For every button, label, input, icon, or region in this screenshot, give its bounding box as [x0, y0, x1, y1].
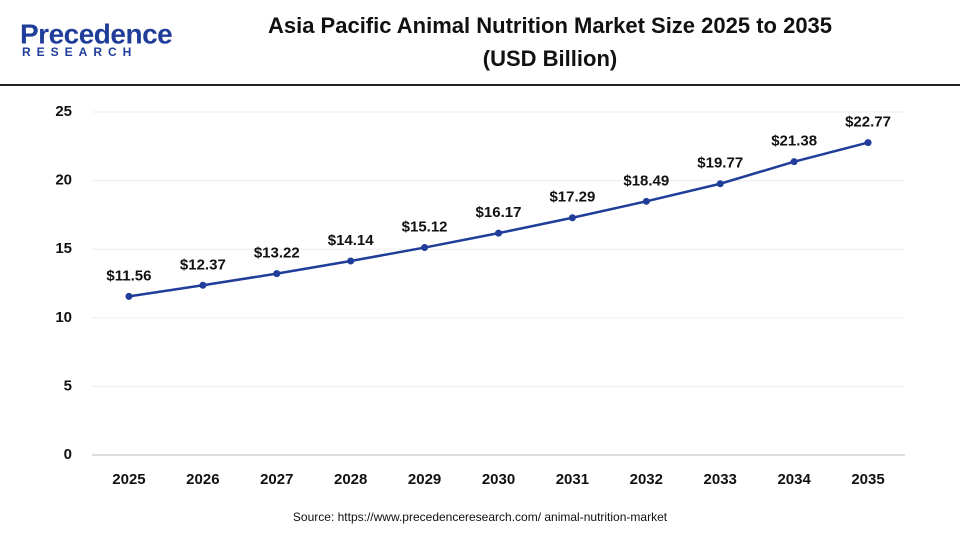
y-tick-label: 0 [64, 446, 72, 463]
x-tick-label: 2026 [186, 471, 219, 488]
value-label: $14.14 [328, 232, 375, 249]
chart-title: Asia Pacific Animal Nutrition Market Siz… [268, 13, 832, 38]
x-tick-label: 2030 [482, 471, 515, 488]
x-tick-label: 2035 [851, 471, 884, 488]
x-tick-label: 2027 [260, 471, 293, 488]
point [495, 229, 502, 237]
point [421, 244, 429, 252]
y-tick-label: 20 [55, 172, 72, 189]
x-tick-label: 2034 [777, 471, 811, 488]
value-label: $12.37 [180, 256, 226, 273]
source: Source: https://www.precedenceresearch.c… [293, 510, 668, 524]
point [273, 270, 281, 278]
y-tick-label: 15 [55, 240, 72, 257]
x-tick-label: 2033 [704, 471, 737, 488]
value-label: $15.12 [402, 219, 448, 236]
value-label: $11.56 [106, 267, 151, 284]
point [790, 158, 798, 166]
value-label: $19.77 [697, 155, 743, 172]
point [716, 180, 724, 188]
value-label: $13.22 [254, 245, 300, 262]
x-tick-label: 2032 [630, 471, 663, 488]
y-tick-label: 5 [64, 377, 72, 394]
y-tick-label: 10 [55, 309, 72, 326]
value-label: $16.17 [476, 204, 522, 221]
y-tick-label: 25 [55, 103, 72, 120]
point [125, 292, 133, 300]
chart-subtitle: (USD Billion) [483, 46, 617, 71]
point [199, 281, 207, 289]
x-tick-label: 2031 [556, 471, 589, 488]
point [568, 214, 576, 222]
value-label: $17.29 [549, 189, 595, 206]
point [642, 197, 650, 205]
value-label: $22.77 [845, 114, 891, 131]
point [347, 257, 355, 265]
logo-tagline: RESEARCH [22, 45, 137, 59]
logo-name: Precedence [20, 18, 172, 49]
point [864, 139, 872, 147]
x-tick-label: 2025 [112, 471, 145, 488]
x-tick-label: 2029 [408, 471, 441, 488]
x-tick-label: 2028 [334, 471, 367, 488]
value-label: $21.38 [771, 133, 817, 150]
value-label: $18.49 [623, 172, 669, 189]
